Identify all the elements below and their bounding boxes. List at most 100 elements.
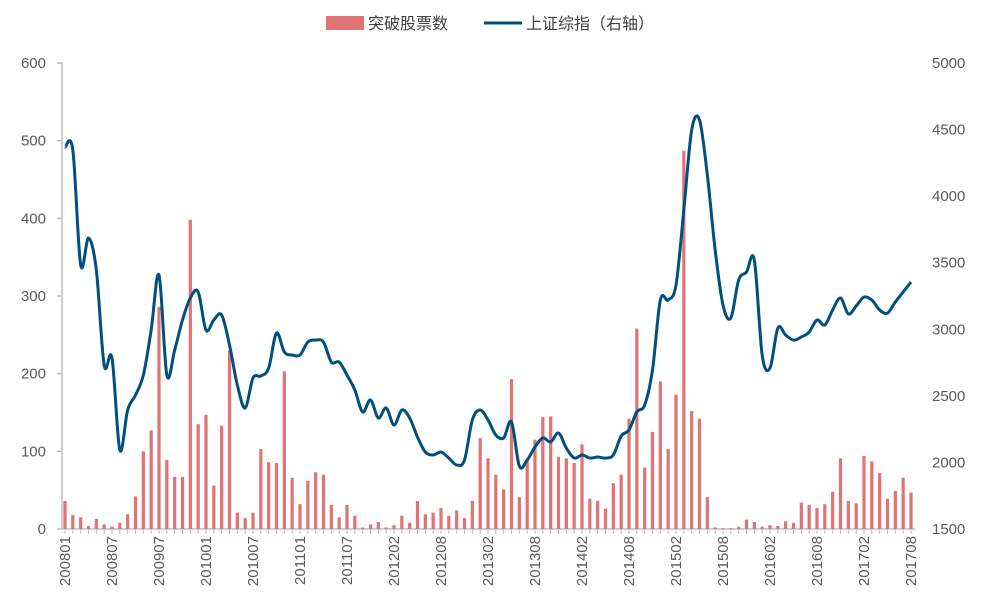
x-tick-label: 201308 <box>527 536 544 586</box>
bar <box>126 514 130 529</box>
y-right-tick-label: 1500 <box>932 521 965 538</box>
bar <box>713 527 717 529</box>
bar <box>807 504 811 529</box>
bar <box>611 483 615 529</box>
bar <box>909 492 913 529</box>
line-series <box>63 114 913 470</box>
bar <box>486 458 490 529</box>
bar <box>220 425 224 529</box>
y-left-tick-label: 100 <box>21 443 46 460</box>
x-tick-label: 201007 <box>245 536 262 586</box>
bar <box>345 504 349 529</box>
bar <box>752 522 756 529</box>
bar <box>368 524 373 529</box>
bar <box>141 451 145 529</box>
bar <box>227 350 232 529</box>
bar <box>690 410 694 529</box>
bar <box>509 379 514 529</box>
bar <box>674 394 678 529</box>
y-left-tick-label: 600 <box>21 55 46 72</box>
bar <box>721 528 725 529</box>
bar <box>697 418 702 529</box>
bar <box>79 517 83 529</box>
legend: 突破股票数 上证综指（右轴） <box>326 15 654 33</box>
y-right-tick-label: 4000 <box>932 188 965 205</box>
bar <box>290 477 294 529</box>
bar <box>862 455 866 529</box>
bar <box>274 462 279 529</box>
bar <box>776 525 780 529</box>
x-tick-label: 201208 <box>433 536 450 586</box>
bar <box>329 504 333 529</box>
legend-bar-swatch <box>326 16 364 30</box>
bar <box>478 438 482 529</box>
x-tick-label: 200807 <box>104 536 121 586</box>
x-tick-label: 201302 <box>480 536 497 586</box>
bar <box>321 474 326 529</box>
bar <box>564 458 568 529</box>
bar <box>556 456 561 529</box>
bar <box>885 498 890 529</box>
bar <box>118 522 122 529</box>
bar <box>603 508 608 529</box>
bar <box>470 501 474 529</box>
y-right-tick-label: 3000 <box>932 321 965 338</box>
bar <box>893 490 897 529</box>
bar <box>846 501 850 529</box>
bar <box>737 526 741 529</box>
bar <box>415 501 420 529</box>
bar <box>650 431 655 529</box>
y-left-tick-label: 0 <box>38 521 46 538</box>
x-tick-label: 201702 <box>856 536 873 586</box>
bar <box>337 517 341 529</box>
bar <box>102 524 106 529</box>
bar <box>376 522 380 529</box>
bar <box>188 219 192 530</box>
bar <box>588 498 592 529</box>
bar <box>196 424 200 529</box>
legend-line-label: 上证综指（右轴） <box>526 15 654 33</box>
y-right-tick-label: 2000 <box>932 454 965 471</box>
bar <box>259 449 263 529</box>
x-tick-label: 201602 <box>762 536 779 586</box>
x-tick-label: 201101 <box>292 536 309 585</box>
x-tick-label: 201608 <box>809 536 826 586</box>
bar <box>533 439 537 529</box>
x-tick-label: 201502 <box>668 536 685 586</box>
bar <box>760 526 764 529</box>
x-tick-label: 201202 <box>386 536 403 586</box>
x-tick-label: 201508 <box>715 536 732 586</box>
bar <box>729 528 733 529</box>
bar <box>502 489 506 529</box>
bar <box>549 416 553 529</box>
y-left-tick-label: 200 <box>21 366 46 383</box>
bar <box>525 458 529 529</box>
x-tick-label: 201107 <box>339 536 356 585</box>
bar <box>682 150 686 529</box>
bar <box>63 501 67 529</box>
index-line <box>63 114 913 470</box>
bar <box>86 525 91 529</box>
legend-bar-label: 突破股票数 <box>368 15 448 33</box>
bar <box>392 525 396 529</box>
y-right-tick-label: 4500 <box>932 122 965 139</box>
bar <box>235 512 239 529</box>
bar <box>831 491 835 529</box>
bar <box>298 504 302 529</box>
bar <box>423 514 427 529</box>
bar <box>744 519 749 529</box>
bar <box>455 510 459 529</box>
bar <box>619 474 623 529</box>
bar <box>165 459 169 529</box>
y-left-tick-label: 300 <box>21 288 46 305</box>
bar <box>666 449 670 529</box>
bar <box>596 501 600 529</box>
bar <box>705 497 709 529</box>
bar <box>462 518 467 529</box>
bar <box>878 473 882 529</box>
bar <box>157 306 161 529</box>
bar <box>173 476 177 529</box>
axes <box>57 62 915 534</box>
bar <box>870 461 874 529</box>
